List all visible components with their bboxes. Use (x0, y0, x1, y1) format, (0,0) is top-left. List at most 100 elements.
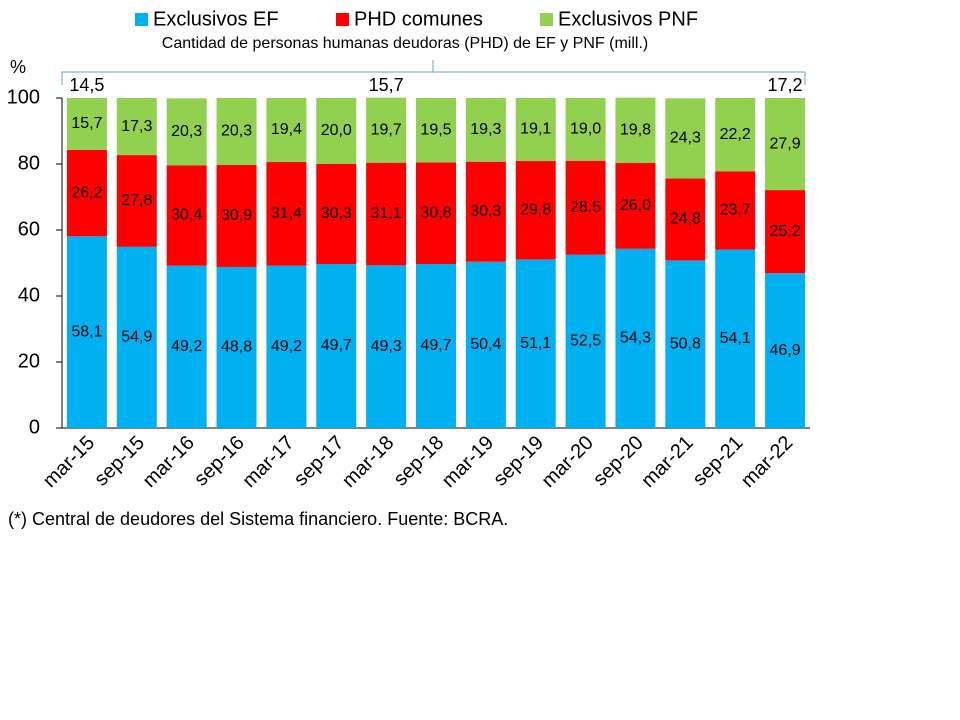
bar-segment (266, 162, 307, 266)
value-label: 54,1 (720, 330, 751, 347)
bar-segment (565, 98, 606, 161)
subtitle: Cantidad de personas humanas deudoras (P… (162, 35, 648, 52)
bar-segment (665, 260, 706, 428)
value-label: 49,7 (420, 337, 451, 354)
bar-segment (316, 263, 357, 428)
value-label: 30,3 (470, 203, 501, 220)
bar-segment (416, 98, 456, 163)
y-axis-label: % (10, 57, 26, 77)
value-label: 31,4 (271, 205, 302, 222)
bar-segment (515, 161, 556, 260)
value-label: 22,2 (720, 126, 751, 143)
value-label: 19,4 (271, 121, 302, 138)
value-label: 17,3 (121, 118, 152, 135)
value-label: 25,2 (769, 223, 800, 240)
x-tick-label: mar-19 (438, 432, 498, 492)
bar-segment (116, 246, 157, 428)
bracket (61, 60, 806, 85)
x-tick-label: sep-20 (589, 432, 648, 491)
value-label: 46,9 (769, 342, 800, 359)
bar-segment (316, 98, 357, 164)
value-label: 20,3 (171, 123, 202, 140)
x-tick-label: sep-15 (90, 432, 149, 491)
footnote: (*) Central de deudores del Sistema fina… (8, 509, 508, 529)
y-tick-label: 100 (7, 86, 40, 108)
bar-segment (366, 265, 407, 428)
value-label: 31,1 (371, 205, 402, 222)
bar-segment (116, 98, 157, 156)
y-tick-label: 0 (29, 416, 40, 438)
bar-segment (715, 249, 756, 428)
bar-segment (765, 190, 806, 274)
value-label: 23,7 (720, 202, 751, 219)
legend-swatch (336, 13, 349, 26)
bar-segment (66, 98, 107, 150)
value-label: 27,9 (769, 135, 800, 152)
value-label: 49,7 (321, 337, 352, 354)
bar-segment (266, 265, 307, 428)
bar-segment (316, 164, 357, 264)
value-label: 54,9 (121, 329, 152, 346)
value-label: 20,3 (221, 123, 252, 140)
x-tick-label: mar-17 (238, 432, 298, 492)
x-tick-label: mar-18 (338, 432, 398, 492)
legend-swatch (135, 13, 148, 26)
bar-segment (465, 161, 506, 262)
value-label: 19,0 (570, 121, 601, 138)
bar-segment (515, 98, 556, 162)
y-tick-label: 40 (18, 284, 40, 306)
value-label: 52,5 (570, 333, 601, 350)
bar-segment (66, 236, 107, 428)
value-label: 29,8 (520, 201, 551, 218)
value-label: 19,7 (371, 121, 402, 138)
x-tick-label: sep-16 (190, 432, 249, 491)
bar-segment (66, 149, 107, 237)
value-label: 19,5 (420, 121, 451, 138)
value-label: 49,3 (371, 338, 402, 355)
x-tick-label: mar-21 (637, 432, 697, 492)
value-label: 27,8 (121, 192, 152, 209)
bar-segment (665, 178, 706, 261)
value-label: 49,2 (171, 338, 202, 355)
legend-label: Exclusivos PNF (558, 8, 698, 30)
bar-segment (465, 98, 506, 162)
legend-swatch (540, 13, 553, 26)
value-label: 54,3 (620, 330, 651, 347)
bar-segment (366, 162, 407, 266)
total-label: 15,7 (369, 75, 404, 95)
bar-segment (515, 259, 556, 428)
value-label: 19,3 (470, 121, 501, 138)
x-tick-label: sep-18 (389, 432, 448, 491)
value-label: 30,4 (171, 207, 202, 224)
value-label: 24,3 (670, 130, 701, 147)
x-tick-label: sep-17 (290, 432, 349, 491)
bar-segment (266, 98, 307, 163)
bar-segment (416, 263, 456, 428)
value-label: 28,5 (570, 199, 601, 216)
x-tick-label: sep-19 (489, 432, 548, 491)
legend-label: PHD comunes (354, 8, 483, 30)
bar-segment (416, 162, 456, 264)
bar-segment (166, 165, 207, 266)
y-tick-label: 60 (18, 218, 40, 240)
total-label: 17,2 (768, 75, 803, 95)
value-label: 26,2 (71, 184, 102, 201)
bar-segment (216, 164, 257, 267)
value-label: 30,8 (420, 204, 451, 221)
x-tick-label: mar-20 (538, 432, 598, 492)
value-label: 20,0 (321, 122, 352, 139)
bar-segment (166, 265, 207, 428)
x-tick-label: sep-21 (689, 432, 748, 491)
bar-segment (565, 160, 606, 255)
y-tick-label: 80 (18, 152, 40, 174)
bar-segment (615, 97, 656, 164)
bar-segment (166, 98, 207, 166)
value-label: 48,8 (221, 339, 252, 356)
bar-segment (765, 98, 806, 191)
bar-segment (715, 98, 756, 172)
bar-segment (615, 163, 656, 249)
value-label: 49,2 (271, 338, 302, 355)
bar-segment (565, 254, 606, 428)
